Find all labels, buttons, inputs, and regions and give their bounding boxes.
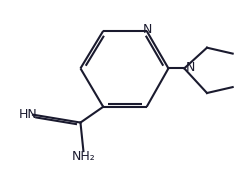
Text: N: N bbox=[186, 61, 195, 74]
Text: NH₂: NH₂ bbox=[72, 150, 95, 163]
Text: N: N bbox=[143, 23, 152, 36]
Text: HN: HN bbox=[18, 108, 37, 121]
